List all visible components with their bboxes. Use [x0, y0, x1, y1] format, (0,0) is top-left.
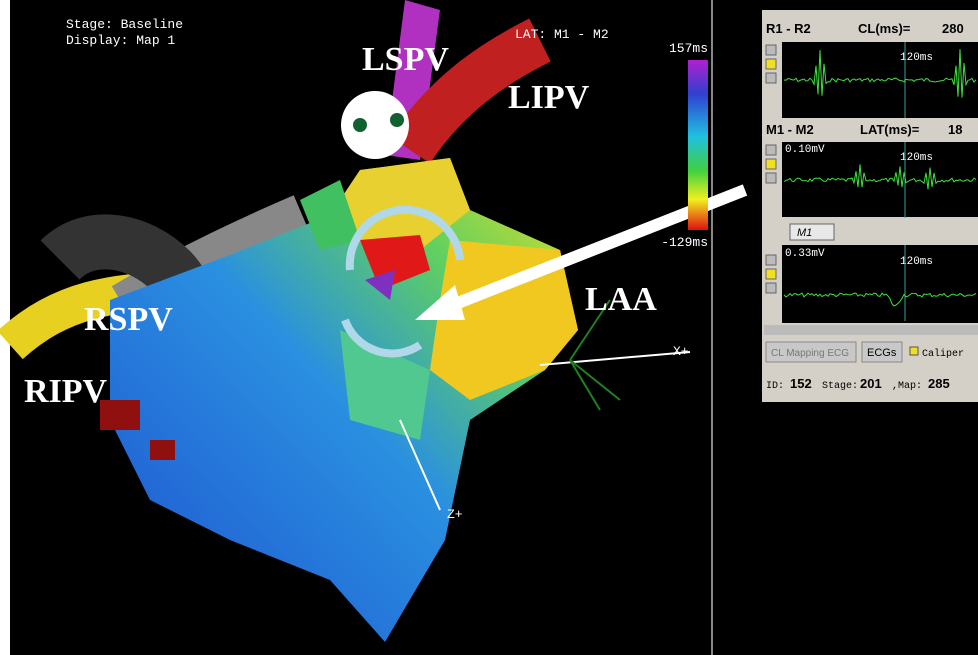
- axis-x: X+: [673, 344, 689, 359]
- channel1-value: 280: [942, 21, 964, 36]
- anatomy: [0, 0, 748, 642]
- label-rspv: RSPV: [84, 301, 173, 338]
- gain-button[interactable]: [765, 172, 777, 184]
- ecg-trace: [783, 164, 977, 190]
- ecg-trace: [783, 49, 977, 98]
- channel2-amplitude: 0.10mV: [785, 144, 825, 156]
- channel1-metric: CL(ms)=: [858, 21, 911, 36]
- gain-button[interactable]: [765, 282, 777, 294]
- mapping-label: CL Mapping ECG: [771, 348, 849, 359]
- map-value: 285: [928, 376, 950, 391]
- channel2-name: M1 - M2: [766, 122, 814, 137]
- display: Display: Map 1: [66, 33, 175, 48]
- stage-label: Stage:: [822, 381, 858, 392]
- gain-button[interactable]: [765, 58, 777, 70]
- gain-button[interactable]: [765, 72, 777, 84]
- ecg-trace: [783, 292, 977, 307]
- channel2-value: 18: [948, 122, 962, 137]
- mapping-button[interactable]: [765, 341, 857, 363]
- channel1-time: 120ms: [900, 52, 933, 64]
- caliper-checkbox[interactable]: [909, 346, 919, 356]
- channel3-selector: M1: [797, 227, 812, 239]
- scale-min: -129ms: [661, 235, 708, 250]
- channel2-time: 120ms: [900, 152, 933, 164]
- channel3-amplitude: 0.33mV: [785, 248, 825, 260]
- lat-source: LAT: M1 - M2: [515, 27, 609, 42]
- ecgs-button[interactable]: [861, 341, 903, 363]
- channel1-name: R1 - R2: [766, 21, 811, 36]
- ecgs-label: ECGs: [867, 347, 897, 359]
- axis-z: Z+: [447, 507, 463, 522]
- gain-button[interactable]: [765, 268, 777, 280]
- color-scale: [688, 60, 708, 230]
- caliper-label: Caliper: [922, 348, 964, 360]
- label-laa: LAA: [585, 281, 657, 318]
- stage-value: 201: [860, 376, 882, 391]
- id-label: ID:: [766, 381, 784, 392]
- gain-button[interactable]: [765, 158, 777, 170]
- id-value: 152: [790, 376, 812, 391]
- channel-selector[interactable]: [789, 223, 835, 241]
- gain-button[interactable]: [765, 144, 777, 156]
- channel2-metric: LAT(ms)=: [860, 122, 920, 137]
- map-label: ,Map:: [892, 381, 922, 392]
- label-ripv: RIPV: [24, 373, 108, 410]
- label-lspv: LSPV: [362, 41, 449, 78]
- stage: Stage: Baseline: [66, 17, 183, 32]
- ecg-panel: R1 - R2 CL(ms)= 280 120ms M1 - M2 LAT(ms…: [762, 10, 978, 402]
- label-lipv: LIPV: [508, 79, 590, 116]
- scale-max: 157ms: [669, 41, 708, 56]
- channel3-time: 120ms: [900, 256, 933, 268]
- gain-button[interactable]: [765, 44, 777, 56]
- gain-button[interactable]: [765, 254, 777, 266]
